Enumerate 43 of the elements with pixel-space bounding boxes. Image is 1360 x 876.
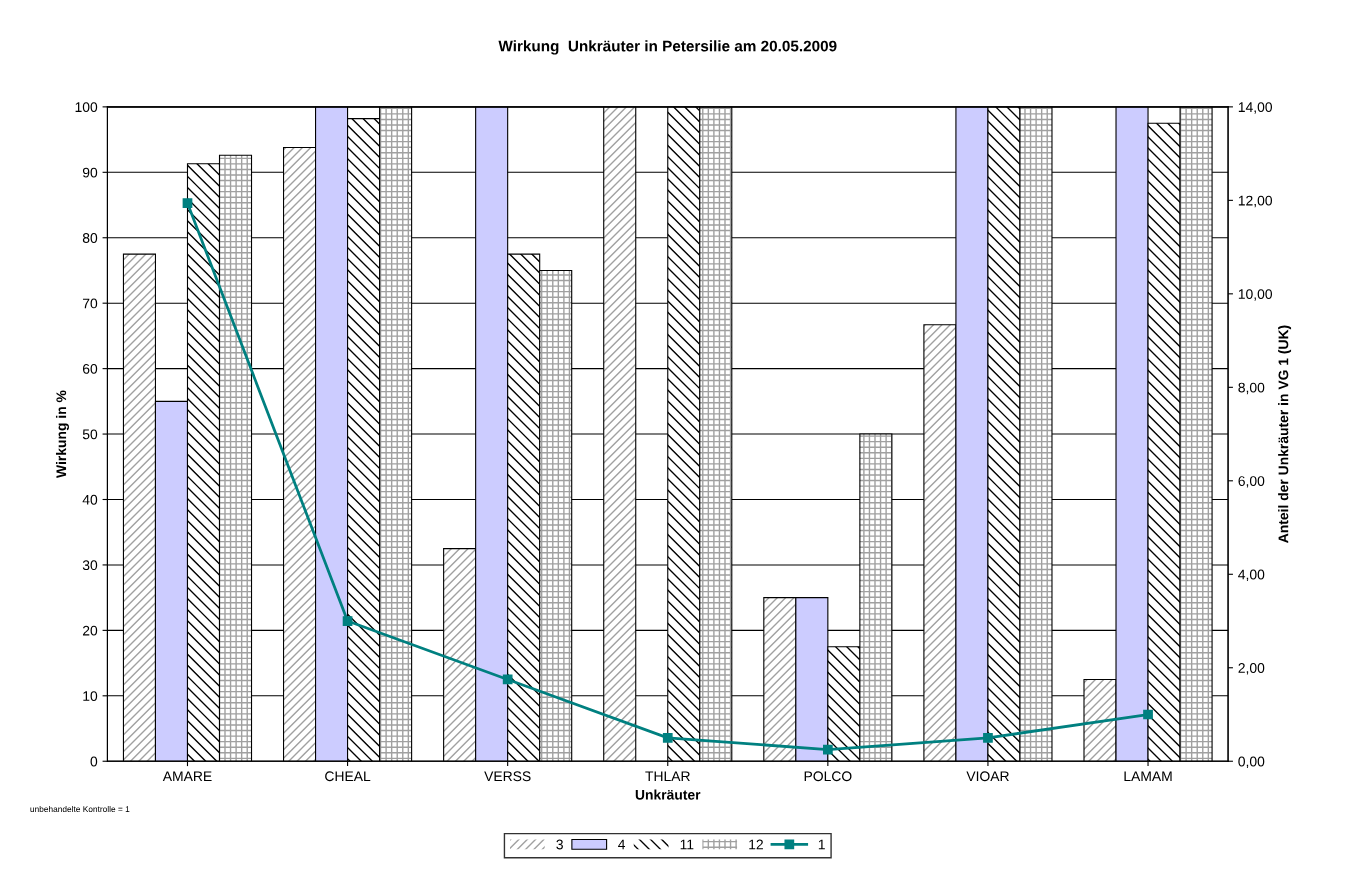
legend-label: 4 (618, 839, 626, 850)
x-tick-label: THLAR (645, 771, 690, 782)
point (983, 733, 993, 743)
y-tick-label: 0 (90, 756, 98, 767)
y-axis-title: Wirkung in % (55, 390, 69, 478)
legend-label: 1 (818, 839, 825, 850)
y2-tick-label: 8,00 (1238, 382, 1265, 395)
y2-tick-label: 10,00 (1238, 289, 1273, 301)
x-tick-label: VERSS (484, 771, 531, 782)
y2-tick-label: 14,00 (1238, 102, 1273, 114)
point (182, 198, 193, 209)
x-tick-label: CHEAL (325, 771, 371, 782)
y-tick-label: 70 (82, 298, 98, 309)
legend-label: 3 (556, 839, 563, 850)
x-tick-label: AMARE (162, 771, 212, 782)
x-tick-label: VIOAR (966, 771, 1009, 782)
y2-tick-label: 0,00 (1238, 756, 1265, 769)
text: unbehandelte Kontrolle = 1 (30, 805, 130, 813)
x-tick-label: LAMAM (1124, 771, 1172, 782)
point (822, 744, 833, 755)
y-tick-label: 20 (82, 625, 98, 636)
y-tick-label: 80 (82, 233, 98, 243)
y2-tick-label: 12,00 (1238, 195, 1273, 208)
chart-title: Wirkung Unkräuter in Petersilie am 20.05.2009 (498, 40, 837, 55)
legend-label: 12 (749, 839, 763, 850)
y-tick-label: 60 (82, 363, 98, 374)
y-tick-label: 90 (82, 167, 98, 178)
x-axis-title: Unkräuter (635, 789, 701, 800)
y-tick-label: 40 (82, 494, 98, 505)
y2-tick-label: 6,00 (1238, 476, 1265, 488)
y-tick-label: 50 (82, 429, 98, 440)
y-tick-label: 30 (82, 560, 98, 571)
y-tick-label: 10 (83, 691, 98, 701)
y-tick-label: 100 (75, 102, 98, 113)
legend-label: 11 (680, 839, 694, 850)
point (502, 674, 513, 685)
y2-tick-label: 2,00 (1238, 663, 1265, 675)
x-tick-label: POLCO (804, 771, 852, 782)
y2-tick-label: 4,00 (1238, 569, 1265, 582)
point (1143, 709, 1153, 720)
point (342, 616, 353, 626)
y2-axis-title: Anteil der Unkräuter in VG 1 (UK) (1278, 325, 1292, 543)
point (662, 733, 673, 743)
